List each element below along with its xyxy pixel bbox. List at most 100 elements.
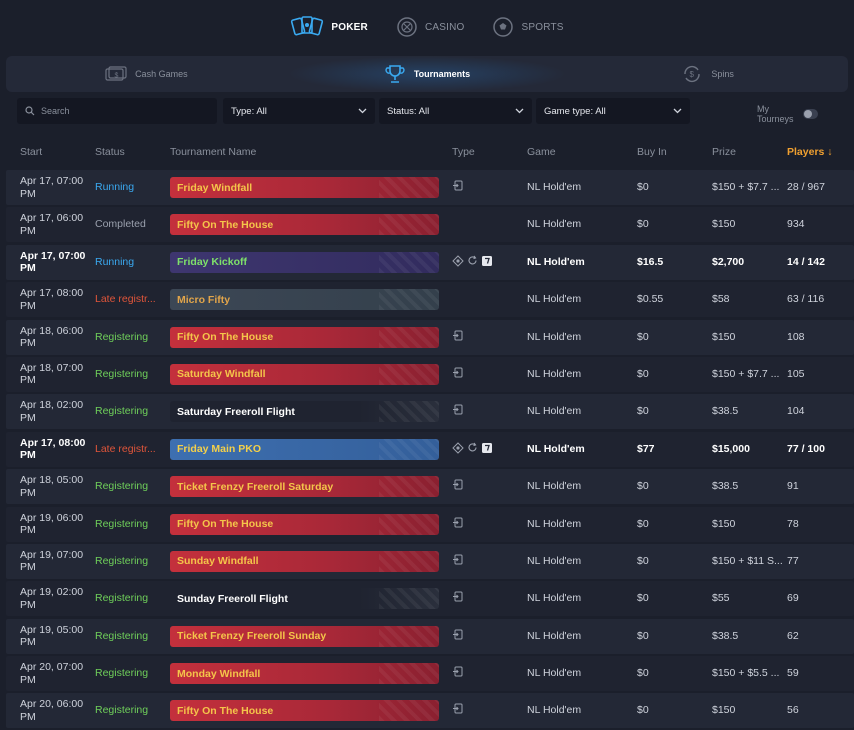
chevron-down-icon	[515, 108, 524, 114]
enter-table-icon[interactable]	[452, 591, 463, 605]
prize: $38.5	[712, 480, 739, 493]
ticket-icon[interactable]	[481, 442, 493, 457]
col-prize-header[interactable]: Prize	[712, 146, 736, 158]
search-input[interactable]	[41, 106, 201, 116]
svg-text:$: $	[115, 73, 119, 80]
ticket-icon[interactable]	[481, 255, 493, 270]
game-name: NL Hold'em	[527, 480, 582, 493]
enter-table-icon[interactable]	[452, 330, 463, 344]
buy-in: $0	[637, 629, 649, 642]
prize: $38.5	[712, 405, 739, 418]
type-icons	[452, 442, 493, 457]
soccer-ball-icon	[493, 17, 514, 37]
tournament-name: Fifty On The House	[177, 331, 274, 344]
status-text: Registering	[95, 480, 149, 493]
game-type-filter-select[interactable]: Game type: All	[536, 98, 690, 124]
table-row[interactable]: Apr 18, 02:00 PM Registering Saturday Free…	[6, 394, 854, 430]
table-row[interactable]: Apr 19, 02:00 PM Registering Sunday Freero…	[6, 581, 854, 617]
col-buyin-header[interactable]: Buy In	[637, 146, 667, 158]
enter-table-icon[interactable]	[452, 666, 463, 680]
enter-table-icon[interactable]	[452, 404, 463, 418]
enter-table-icon[interactable]	[452, 517, 463, 531]
table-row[interactable]: Apr 20, 07:00 PM Registering Monday Windfa…	[6, 656, 854, 692]
sub-tabs: $ Cash Games Tournaments $ Spins	[6, 56, 848, 92]
tournament-name-banner[interactable]: Fifty On The House	[170, 326, 439, 348]
col-status-header[interactable]: Status	[95, 146, 125, 158]
enter-table-icon[interactable]	[452, 180, 463, 194]
tab-cash-games-label: Cash Games	[135, 69, 188, 79]
status-filter-select[interactable]: Status: All	[379, 98, 532, 124]
my-tourneys-toggle[interactable]	[803, 109, 818, 119]
tournament-name-banner[interactable]: Sunday Freeroll Flight	[170, 588, 439, 610]
rebuy-icon[interactable]	[467, 442, 478, 456]
table-row[interactable]: Apr 18, 07:00 PM Registering Saturday Wind…	[6, 356, 854, 392]
table-row[interactable]: Apr 19, 05:00 PM Registering Ticket Frenzy…	[6, 618, 854, 654]
table-row[interactable]: Apr 17, 07:00 PM Running Friday Windfall NL…	[6, 170, 854, 205]
nav-casino[interactable]: CASINO	[396, 16, 465, 38]
table-row[interactable]: Apr 20, 06:00 PM Registering Fifty On The …	[6, 693, 854, 729]
table-row[interactable]: Apr 18, 06:00 PM Registering Fifty On The …	[6, 319, 854, 355]
rebuy-icon[interactable]	[467, 255, 478, 269]
tournament-name-banner[interactable]: Friday Main PKO	[170, 438, 439, 460]
table-row[interactable]: Apr 19, 06:00 PM Registering Fifty On The …	[6, 506, 854, 542]
game-name: NL Hold'em	[527, 442, 585, 455]
tab-tournaments[interactable]: Tournaments	[286, 56, 568, 92]
table-row[interactable]: Apr 19, 07:00 PM Registering Sunday Windfa…	[6, 543, 854, 579]
nav-poker[interactable]: POKER	[290, 14, 368, 40]
nav-sports[interactable]: SPORTS	[492, 16, 563, 38]
tournament-name-banner[interactable]: Ticket Frenzy Freeroll Saturday	[170, 476, 439, 498]
game-name: NL Hold'em	[527, 629, 582, 642]
type-icons	[452, 330, 463, 344]
enter-table-icon[interactable]	[452, 479, 463, 493]
tournament-name-banner[interactable]: Fifty On The House	[170, 513, 439, 535]
players-count: 105	[787, 367, 805, 380]
game-name: NL Hold'em	[527, 293, 582, 306]
status-text: Registering	[95, 704, 149, 717]
search-box	[17, 98, 217, 124]
tournament-name-banner[interactable]: Fifty On The House	[170, 700, 439, 722]
tournament-name-banner[interactable]: Micro Fifty	[170, 289, 439, 311]
enter-table-icon[interactable]	[452, 554, 463, 568]
game-name: NL Hold'em	[527, 181, 582, 193]
enter-table-icon[interactable]	[452, 629, 463, 643]
tab-spins-label: Spins	[711, 69, 734, 79]
tab-cash-games[interactable]: $ Cash Games	[6, 56, 287, 92]
table-row[interactable]: Apr 18, 05:00 PM Registering Ticket Frenzy…	[6, 469, 854, 505]
players-count: 62	[787, 629, 799, 642]
tournament-name: Ticket Frenzy Freeroll Saturday	[177, 480, 334, 493]
tournament-name-banner[interactable]: Sunday Windfall	[170, 550, 439, 572]
tournament-name-banner[interactable]: Friday Kickoff	[170, 251, 439, 273]
tournament-name-banner[interactable]: Ticket Frenzy Freeroll Sunday	[170, 625, 439, 647]
col-start-header[interactable]: Start	[20, 146, 43, 158]
table-row[interactable]: Apr 17, 08:00 PM Late registr... Micro Fif…	[6, 282, 854, 318]
col-game-header[interactable]: Game	[527, 146, 556, 158]
col-name-header[interactable]: Tournament Name	[170, 146, 257, 158]
start-time: Apr 19, 06:00 PM	[20, 511, 84, 537]
tournament-name-banner[interactable]: Saturday Freeroll Flight	[170, 401, 439, 423]
top-navigation: POKER CASINO SPORTS	[0, 0, 854, 54]
enter-table-icon[interactable]	[452, 703, 463, 717]
tab-spins[interactable]: $ Spins	[567, 56, 848, 92]
col-type-header[interactable]: Type	[452, 146, 475, 158]
enter-table-icon[interactable]	[452, 367, 463, 381]
status-text: Registering	[95, 517, 149, 530]
tournament-name: Friday Kickoff	[177, 256, 248, 269]
prize: $150	[712, 517, 736, 530]
prize: $150 + $7.7 ...	[712, 181, 780, 193]
table-row[interactable]: Apr 17, 08:00 PM Late registr... Friday Ma…	[6, 431, 854, 467]
type-filter-select[interactable]: Type: All	[223, 98, 375, 124]
tournament-name-banner[interactable]: Saturday Windfall	[170, 363, 439, 385]
col-players-header[interactable]: Players ↓	[787, 146, 833, 158]
table-row[interactable]: Apr 17, 06:00 PM Completed Fifty On The Ho…	[6, 207, 854, 243]
tournament-name-banner[interactable]: Monday Windfall	[170, 663, 439, 685]
table-row[interactable]: Apr 17, 07:00 PM Running Friday Kickoff NL …	[6, 244, 854, 280]
game-name: NL Hold'em	[527, 255, 585, 268]
status-text: Registering	[95, 554, 149, 567]
game-name: NL Hold'em	[527, 367, 582, 380]
players-count: 63 / 116	[787, 293, 825, 306]
bounty-icon[interactable]	[452, 442, 464, 457]
tournament-name-banner[interactable]: Friday Windfall	[170, 177, 439, 198]
bounty-icon[interactable]	[452, 255, 464, 270]
tournament-name-banner[interactable]: Fifty On The House	[170, 214, 439, 236]
type-icons	[452, 629, 463, 643]
